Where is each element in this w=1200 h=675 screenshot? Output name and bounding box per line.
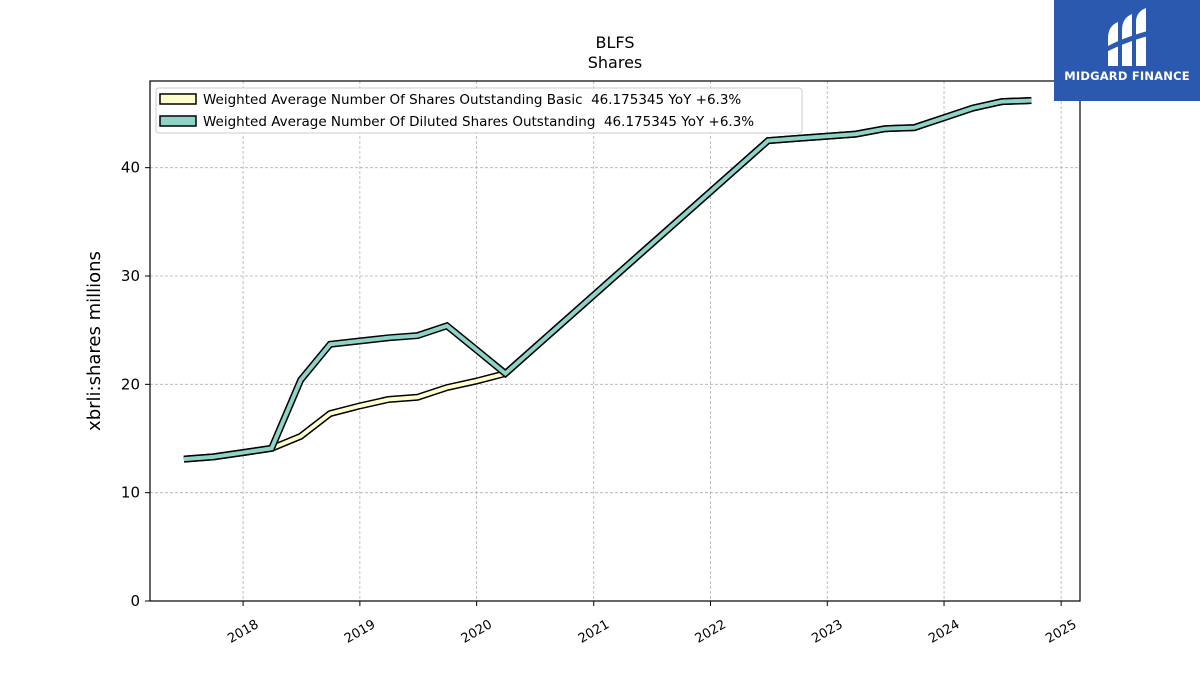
x-tick-label: 2024 [926,617,962,647]
x-tick-label: 2022 [693,617,729,647]
y-tick-label: 30 [121,267,140,285]
x-tick-label: 2021 [576,617,612,647]
legend-label-basic: Weighted Average Number Of Shares Outsta… [203,92,741,108]
axes [149,80,1081,602]
series-diluted-line [183,98,1032,462]
legend: Weighted Average Number Of Shares Outsta… [155,87,803,134]
legend-swatch-diluted [159,115,197,127]
y-tick-label: 40 [121,159,140,177]
legend-swatch-basic [159,93,197,105]
ticks: 0 10 20 30 40 2018 2019 2020 2021 2022 2023 2024 202… [121,159,1080,647]
y-tick-label: 20 [121,375,140,393]
series-diluted-outline [183,97,1032,463]
brand-logo: MIDGARD FINANCE [1054,0,1200,101]
x-tick-label: 2019 [342,617,378,647]
grid [150,81,1080,602]
y-axis-label: xbrli:shares millions [84,251,105,431]
x-tick-label: 2018 [225,617,261,647]
series-lines [183,97,1032,463]
y-tick-label: 10 [121,484,140,502]
x-tick-label: 2025 [1043,617,1079,647]
x-tick-label: 2020 [459,617,495,647]
legend-frame [155,87,803,134]
x-tick-label: 2023 [809,617,845,647]
y-tick-label: 0 [130,592,140,610]
chart-title: BLFS [596,33,635,52]
plot-frame [149,80,1081,602]
midgard-logo-icon [1104,8,1152,66]
legend-label-diluted: Weighted Average Number Of Diluted Share… [203,114,754,130]
brand-name: MIDGARD FINANCE [1064,69,1190,83]
chart-subtitle: Shares [588,53,643,72]
